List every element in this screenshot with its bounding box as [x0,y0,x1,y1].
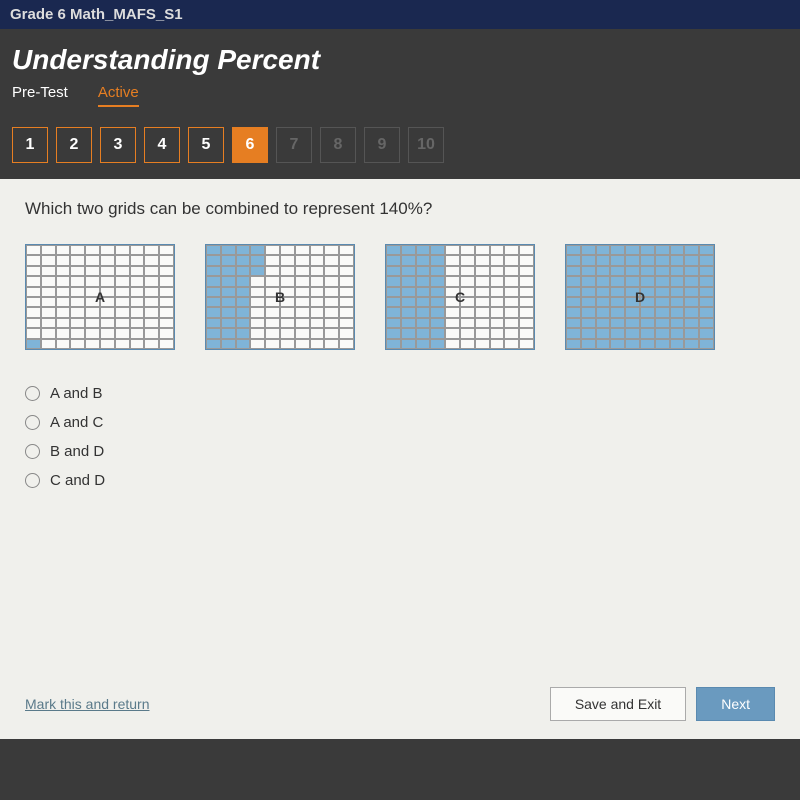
lesson-title: Understanding Percent [12,44,788,76]
tab-active[interactable]: Active [98,84,139,107]
header: Understanding Percent Pre-Test Active [0,29,800,117]
question-nav-6[interactable]: 6 [232,127,268,163]
footer-buttons: Save and Exit Next [550,687,775,721]
option-0[interactable]: A and B [25,385,775,402]
question-text: Which two grids can be combined to repre… [25,199,775,219]
option-text: C and D [50,472,105,489]
grid-a: A [25,244,175,350]
question-nav-10: 10 [408,127,444,163]
option-1[interactable]: A and C [25,414,775,431]
save-exit-button[interactable]: Save and Exit [550,687,686,721]
grid-label: A [95,289,105,305]
question-nav-4[interactable]: 4 [144,127,180,163]
question-nav-1[interactable]: 1 [12,127,48,163]
grid-label: C [455,289,465,305]
option-3[interactable]: C and D [25,472,775,489]
option-text: A and B [50,385,103,402]
course-title: Grade 6 Math_MAFS_S1 [0,0,800,29]
grid-d: D [565,244,715,350]
grid-label: D [635,289,645,305]
radio-icon [25,473,40,488]
radio-icon [25,415,40,430]
option-text: B and D [50,443,104,460]
tabs: Pre-Test Active [12,84,788,107]
question-nav-8: 8 [320,127,356,163]
next-button[interactable]: Next [696,687,775,721]
question-nav-3[interactable]: 3 [100,127,136,163]
grid-c: C [385,244,535,350]
radio-icon [25,444,40,459]
content-area: Which two grids can be combined to repre… [0,179,800,739]
question-nav-7: 7 [276,127,312,163]
options-list: A and B A and C B and D C and D [25,385,775,489]
grids-row: A B C D [25,244,775,350]
tab-pretest[interactable]: Pre-Test [12,84,68,107]
question-nav-9: 9 [364,127,400,163]
option-2[interactable]: B and D [25,443,775,460]
question-nav-2[interactable]: 2 [56,127,92,163]
option-text: A and C [50,414,103,431]
footer: Mark this and return Save and Exit Next [25,687,775,721]
question-nav: 12345678910 [0,117,800,173]
grid-b: B [205,244,355,350]
radio-icon [25,386,40,401]
question-nav-5[interactable]: 5 [188,127,224,163]
mark-and-return-link[interactable]: Mark this and return [25,696,150,712]
grid-label: B [275,289,285,305]
